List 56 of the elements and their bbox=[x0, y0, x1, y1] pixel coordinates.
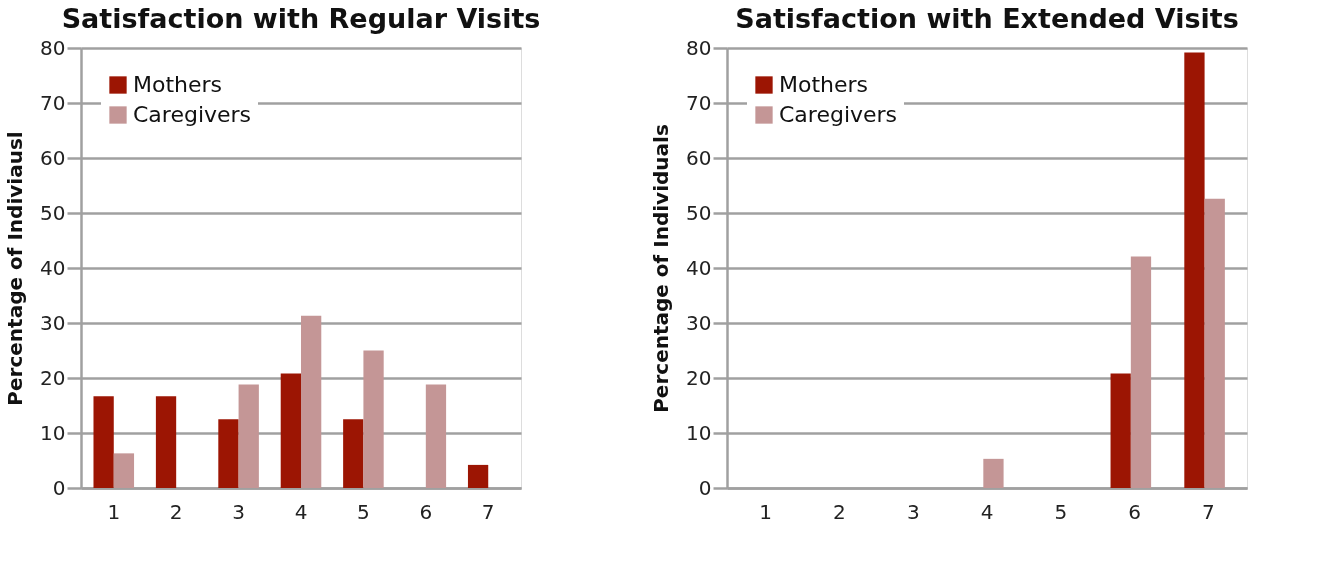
y-tick-label: 80 bbox=[40, 35, 66, 60]
legend-label: Mothers bbox=[779, 72, 869, 97]
x-tick-label: 7 bbox=[481, 499, 495, 524]
chart-title: Satisfaction with Regular Visits bbox=[61, 3, 541, 34]
y-tick-label: 50 bbox=[40, 200, 66, 225]
y-tick-label: 20 bbox=[40, 365, 66, 390]
y-tick-label: 40 bbox=[40, 255, 66, 280]
x-tick-label: 2 bbox=[833, 499, 846, 524]
x-tick-label: 3 bbox=[232, 499, 245, 524]
x-tick-label: 3 bbox=[906, 499, 920, 524]
y-tick-label: 10 bbox=[686, 420, 712, 445]
y-tick-label: 60 bbox=[40, 145, 66, 170]
bar bbox=[93, 396, 114, 488]
bar bbox=[343, 419, 364, 488]
y-tick-label: 40 bbox=[686, 255, 712, 280]
y-tick-label: 60 bbox=[686, 145, 712, 170]
legend-label: Caregivers bbox=[133, 102, 252, 127]
y-tick-label: 50 bbox=[686, 200, 712, 225]
x-tick-label: 6 bbox=[1128, 499, 1141, 524]
bar bbox=[983, 458, 1004, 488]
bar bbox=[467, 464, 489, 488]
bar bbox=[113, 453, 135, 488]
bar bbox=[1204, 198, 1225, 488]
y-tick-label: 30 bbox=[686, 310, 712, 335]
y-axis-title: Percentage of Individuals bbox=[649, 124, 674, 413]
bar bbox=[155, 396, 177, 488]
y-tick-label: 20 bbox=[686, 365, 712, 390]
y-tick-label: 0 bbox=[52, 475, 66, 500]
x-tick-label: 6 bbox=[419, 499, 433, 524]
y-tick-label: 30 bbox=[40, 310, 66, 335]
bar bbox=[1184, 52, 1205, 488]
y-tick-label: 70 bbox=[686, 90, 712, 115]
x-tick-label: 7 bbox=[1201, 499, 1215, 524]
x-tick-label: 5 bbox=[357, 499, 370, 524]
x-tick-label: 1 bbox=[107, 499, 121, 524]
bar bbox=[1110, 373, 1131, 488]
y-tick-label: 0 bbox=[698, 475, 712, 500]
y-tick-label: 80 bbox=[686, 35, 712, 60]
x-tick-label: 2 bbox=[169, 499, 183, 524]
bar bbox=[363, 350, 384, 488]
bar bbox=[301, 315, 322, 488]
bar bbox=[218, 419, 239, 488]
y-axis-title: Percentage of Indiviausl bbox=[3, 131, 28, 406]
bar bbox=[280, 373, 301, 488]
bar bbox=[238, 384, 259, 488]
x-tick-label: 4 bbox=[980, 499, 994, 524]
x-tick-label: 5 bbox=[1054, 499, 1068, 524]
chart-title: Satisfaction with Extended Visits bbox=[735, 3, 1239, 34]
x-tick-label: 4 bbox=[294, 499, 308, 524]
bar bbox=[1130, 256, 1152, 488]
legend-label: Mothers bbox=[133, 72, 223, 97]
x-tick-label: 1 bbox=[759, 499, 773, 524]
bar bbox=[425, 384, 447, 488]
legend-label: Caregivers bbox=[779, 102, 898, 127]
y-tick-label: 10 bbox=[40, 420, 66, 445]
y-tick-label: 70 bbox=[40, 90, 66, 115]
